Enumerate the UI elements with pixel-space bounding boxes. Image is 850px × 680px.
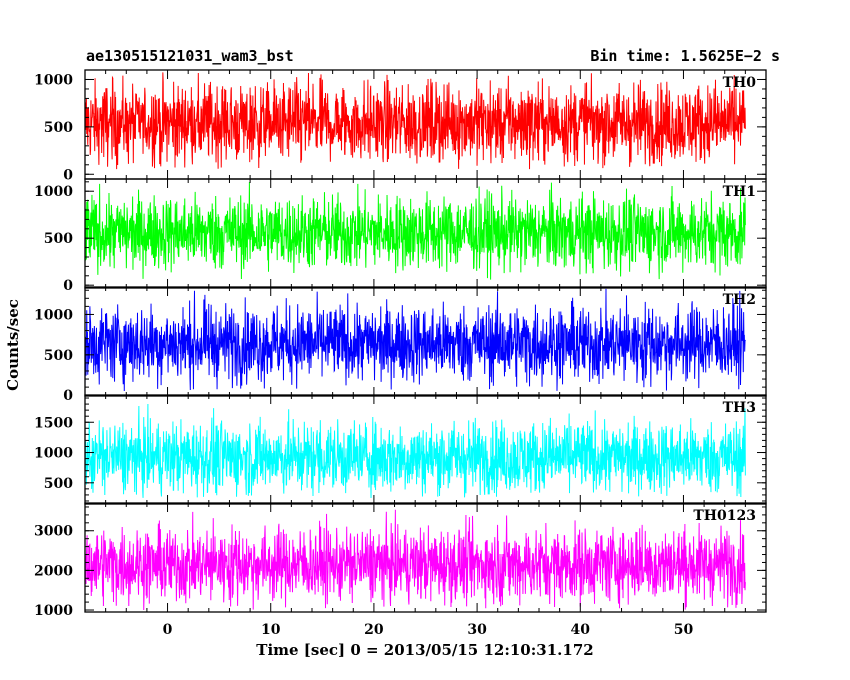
panel-th0: 0 500 1000 TH0 — [34, 69, 767, 183]
x-axis-tick-labels: 0 10 20 30 40 50 — [163, 622, 694, 638]
panel-th3: 500 1000 1500 TH3 — [34, 394, 767, 505]
series-line-th3 — [84, 404, 746, 498]
series-line-th1 — [84, 182, 746, 280]
y-tick-label: 1000 — [34, 72, 73, 88]
series-label-th2: TH2 — [723, 292, 756, 308]
series-line-th0123 — [84, 509, 746, 610]
y-tick-label: 0 — [63, 167, 73, 183]
series-line-th0 — [84, 72, 746, 170]
y-tick-label: 1000 — [34, 307, 73, 323]
y-tick-label: 0 — [63, 278, 73, 294]
y-tick-label: 500 — [44, 348, 73, 364]
y-tick-label: 500 — [44, 120, 73, 136]
y-tick-label: 500 — [44, 231, 73, 247]
y-tick-label: 0 — [63, 388, 73, 404]
panel-th0123: 1000 2000 3000 TH0123 — [34, 502, 767, 619]
y-tick-label: 2000 — [34, 563, 73, 579]
x-tick-label: 50 — [674, 622, 694, 638]
x-tick-label: 10 — [261, 622, 281, 638]
series-label-th0: TH0 — [723, 75, 757, 91]
x-tick-label: 20 — [364, 622, 384, 638]
x-tick-label: 30 — [467, 622, 487, 638]
y-tick-label: 1000 — [34, 603, 73, 619]
bin-time-title: Bin time: 1.5625E−2 s — [590, 47, 780, 65]
series-label-th1: TH1 — [723, 184, 756, 200]
y-axis-title: Counts/sec — [4, 299, 22, 391]
y-tick-label: 1000 — [34, 446, 73, 462]
y-tick-label: 1000 — [34, 184, 73, 200]
x-tick-label: 40 — [571, 622, 591, 638]
y-tick-label: 500 — [44, 476, 73, 492]
panel-th1: 0 500 1000 TH1 — [34, 178, 767, 294]
series-label-th3: TH3 — [723, 400, 756, 416]
panel-frame — [84, 502, 767, 613]
series-line-th2 — [84, 288, 746, 391]
x-axis-title: Time [sec] 0 = 2013/05/15 12:10:31.172 — [256, 641, 593, 659]
panel-frame — [84, 394, 767, 505]
y-tick-label: 1500 — [34, 415, 73, 431]
panel-th2: 0 500 1000 TH2 — [34, 286, 767, 404]
x-tick-label: 0 — [163, 622, 173, 638]
observation-id-title: ae130515121031_wam3_bst — [86, 47, 294, 65]
series-label-th0123: TH0123 — [693, 508, 756, 524]
panels-group: 0 500 1000 TH0 0 500 1000 TH1 0 500 1000 TH2 500 1000… — [34, 69, 767, 619]
panel-frame — [84, 178, 767, 289]
y-tick-label: 3000 — [34, 524, 73, 540]
panel-frame — [84, 286, 767, 397]
